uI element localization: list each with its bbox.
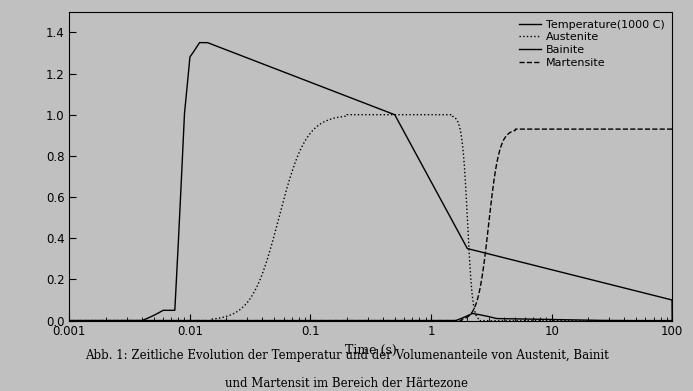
Temperature(1000 C) [668,318,676,323]
Austenite [343,112,351,117]
Martensite [170,318,178,323]
Bainite [170,318,178,323]
Austenite [170,318,178,323]
Line: Bainite: Bainite [69,314,672,321]
Legend: Temperature(1000 C), Austenite, Bainite, Martensite: Temperature(1000 C), Austenite, Bainite,… [517,17,667,70]
Temperature(1000 C) [656,295,665,300]
Bainite [591,318,599,323]
Bainite [668,318,676,323]
Bainite [656,318,665,323]
Temperature(1000 C) [195,40,204,45]
Temperature(1000 C) [591,278,599,283]
Bainite [65,318,73,323]
Martensite [656,127,665,131]
Austenite [297,147,305,152]
Bainite [297,318,305,323]
Austenite [656,318,665,323]
Martensite [511,127,520,131]
Temperature(1000 C) [323,86,331,91]
Martensite [65,318,73,323]
Martensite [591,127,599,131]
Austenite [591,318,599,323]
Text: und Martensit im Bereich der Härtezone: und Martensit im Bereich der Härtezone [225,377,468,390]
X-axis label: Time (s): Time (s) [345,344,396,357]
Line: Martensite: Martensite [69,129,672,321]
Text: Abb. 1: Zeitliche Evolution der Temperatur und der Volumenanteile von Austenit, : Abb. 1: Zeitliche Evolution der Temperat… [85,349,608,362]
Martensite [134,318,142,323]
Temperature(1000 C) [134,318,142,323]
Martensite [322,318,331,323]
Austenite [322,118,331,123]
Bainite [322,318,331,323]
Austenite [134,318,142,323]
Line: Temperature(1000 C): Temperature(1000 C) [69,43,672,321]
Bainite [134,318,142,323]
Austenite [668,318,676,323]
Austenite [65,318,73,323]
Bainite [468,311,477,316]
Martensite [668,127,676,131]
Line: Austenite: Austenite [69,115,672,321]
Martensite [297,318,305,323]
Temperature(1000 C) [170,308,178,313]
Temperature(1000 C) [65,318,73,323]
Temperature(1000 C) [297,76,305,81]
